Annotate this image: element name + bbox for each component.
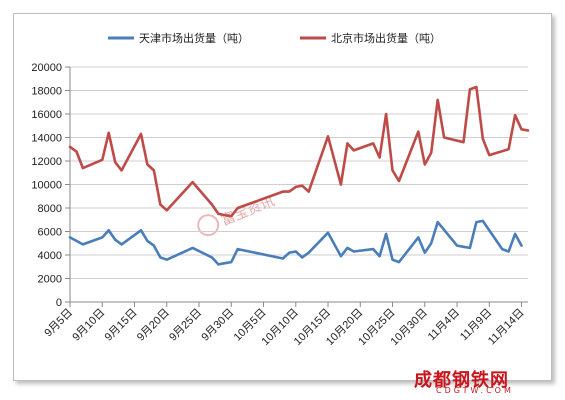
chart-frame	[13, 13, 552, 381]
series-line-1	[68, 85, 530, 218]
watermark-emblem-icon	[197, 214, 220, 237]
legend: 天津市场出货量（吨） 北京市场出货量（吨）	[108, 31, 441, 45]
series-lines	[68, 85, 530, 266]
y-tick-label: 18000	[31, 86, 62, 98]
y-tick-label: 20000	[31, 62, 62, 74]
y-tick-label: 8000	[38, 203, 62, 215]
site-logo: 成都钢铁网 CDGTW.COM	[414, 366, 550, 396]
y-tick-label: 0	[56, 297, 62, 309]
legend-label: 北京市场出货量（吨）	[331, 31, 441, 45]
x-tick-label: 9月20日	[135, 307, 172, 344]
y-tick-label: 4000	[38, 250, 62, 262]
x-tick-label: 11月4日	[426, 307, 462, 343]
y-tick-label: 12000	[31, 156, 62, 168]
y-tick-label: 14000	[31, 133, 62, 145]
y-tick-label: 10000	[31, 180, 62, 192]
y-tick-label: 6000	[38, 227, 62, 239]
x-tick-label: 9月15日	[103, 307, 140, 344]
x-tick-label: 9月25日	[167, 307, 204, 344]
x-tick-label: 9月30日	[199, 307, 236, 344]
legend-label: 天津市场出货量（吨）	[139, 31, 249, 45]
series-line-0	[68, 219, 523, 266]
y-tick-label: 2000	[38, 274, 62, 286]
x-tick-label: 9月10日	[70, 307, 107, 344]
y-tick-label: 16000	[31, 109, 62, 121]
x-axis-ticks: 9月5日9月10日9月15日9月20日9月25日9月30日10月5日10月10日…	[42, 302, 527, 348]
y-axis-ticks: 0 2000 4000 6000 8000 10000 12000 14000 16000 180…	[31, 62, 70, 309]
logo-sub-text: CDGTW.COM	[436, 386, 514, 395]
logo-main-text: 成都钢铁网	[414, 370, 509, 391]
